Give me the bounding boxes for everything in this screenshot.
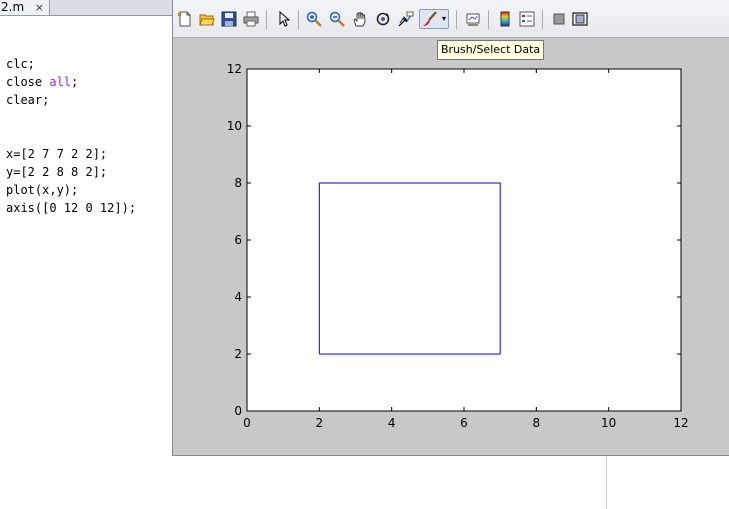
code-line[interactable]: axis([0 12 0 12]);	[6, 199, 136, 217]
hide-plot-tools-button[interactable]	[549, 9, 569, 29]
brush-select-data-button[interactable]: ▾	[419, 9, 449, 29]
save-figure-button[interactable]	[219, 9, 239, 29]
tab-strip	[50, 0, 173, 16]
editor-tab-label: 2.m	[1, 0, 25, 14]
figure-window[interactable]: ▾ Brush/Select Data 0 2 4 6 8 10 12 0 2 4 6 8 10 12	[172, 0, 729, 456]
code-token: ;	[71, 75, 79, 89]
toolbar-separator	[298, 10, 299, 29]
code-keyword: all	[49, 75, 72, 89]
toolbar-separator	[456, 10, 457, 29]
y-tick-label: 10	[227, 119, 242, 133]
x-tick-label: 12	[673, 416, 688, 430]
y-tick-label: 0	[234, 404, 242, 418]
axes-background[interactable]	[247, 69, 681, 411]
x-tick-label: 0	[243, 416, 251, 430]
code-line[interactable]	[6, 109, 136, 127]
insert-colorbar-icon	[500, 11, 510, 27]
right-margin-line	[606, 456, 607, 509]
edit-plot-button[interactable]	[274, 9, 294, 29]
code-line[interactable]: y=[2 2 8 8 2];	[6, 163, 136, 181]
zoom-in-button[interactable]	[304, 9, 324, 29]
code-line[interactable]: clear;	[6, 91, 136, 109]
brush-tooltip: Brush/Select Data	[437, 40, 545, 60]
brush-select-data-icon	[423, 11, 437, 26]
code-token: clear;	[6, 93, 50, 107]
y-tick-label: 2	[234, 347, 242, 361]
print-figure-icon	[243, 11, 259, 27]
x-tick-label: 4	[388, 416, 396, 430]
figure-toolbar: ▾	[173, 0, 729, 38]
code-line[interactable]: close all;	[6, 73, 136, 91]
zoom-out-icon	[329, 11, 345, 27]
code-token: clc;	[6, 57, 35, 71]
rotate-3d-icon	[376, 12, 390, 26]
editor-tab[interactable]: 2.m ×	[0, 0, 50, 16]
close-tab-icon[interactable]: ×	[34, 1, 44, 14]
axes-box	[246, 68, 682, 412]
pan-hand-icon	[353, 11, 366, 27]
new-figure-icon	[177, 11, 191, 27]
toolbar-separator	[266, 10, 267, 29]
rotate-3d-button[interactable]	[373, 9, 393, 29]
y-tick-label: 8	[234, 176, 242, 190]
print-figure-button[interactable]	[241, 9, 261, 29]
x-tick-label: 6	[460, 416, 468, 430]
code-text-area[interactable]: clc; close all; clear; x=[2 7 7 2 2]; y=[2 2…	[6, 55, 136, 217]
hide-plot-tools-icon	[553, 13, 565, 25]
code-line[interactable]: x=[2 7 7 2 2];	[6, 145, 136, 163]
y-tick-label: 12	[227, 62, 242, 76]
save-figure-icon	[221, 11, 237, 27]
code-token: y=[2 2 8 8 2];	[6, 165, 108, 179]
open-file-icon	[199, 14, 215, 26]
code-token: axis([0 12 0 12]);	[6, 201, 137, 215]
open-file-button[interactable]	[197, 9, 217, 29]
code-token: x=[2 7 7 2 2];	[6, 147, 108, 161]
y-tick-label: 6	[234, 233, 242, 247]
code-line[interactable]	[6, 127, 136, 145]
link-plot-button[interactable]	[463, 9, 483, 29]
insert-legend-button[interactable]	[517, 9, 537, 29]
pan-button[interactable]	[350, 9, 370, 29]
toolbar-separator	[542, 10, 543, 29]
x-tick-label: 10	[601, 416, 616, 430]
x-tick-label: 8	[533, 416, 541, 430]
data-cursor-icon	[398, 11, 414, 27]
new-figure-button[interactable]	[175, 9, 195, 29]
show-plot-tools-button[interactable]	[570, 9, 590, 29]
insert-colorbar-button[interactable]	[495, 9, 515, 29]
edit-plot-arrow-icon	[279, 11, 291, 27]
code-token: plot(x,y);	[6, 183, 79, 197]
show-plot-tools-icon	[572, 12, 588, 26]
x-tick-label: 2	[316, 416, 324, 430]
code-token: close	[6, 75, 50, 89]
zoom-in-icon	[306, 11, 322, 27]
code-line[interactable]: plot(x,y);	[6, 181, 136, 199]
zoom-out-button[interactable]	[327, 9, 347, 29]
code-line[interactable]: clc;	[6, 55, 136, 73]
brush-dropdown-arrow-icon[interactable]: ▾	[441, 14, 446, 23]
data-series-line[interactable]	[318, 182, 501, 355]
link-plot-icon	[466, 13, 480, 26]
y-tick-label: 4	[234, 290, 242, 304]
data-cursor-button[interactable]	[396, 9, 416, 29]
insert-legend-icon	[519, 11, 535, 27]
plot-canvas[interactable]: 0 2 4 6 8 10 12 0 2 4 6 8 10 12	[173, 0, 729, 457]
toolbar-separator	[488, 10, 489, 29]
